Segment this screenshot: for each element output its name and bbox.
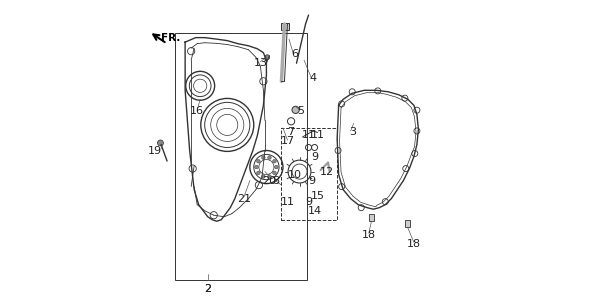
Text: 18: 18 bbox=[362, 230, 376, 240]
Text: 21: 21 bbox=[237, 194, 251, 204]
Text: FR.: FR. bbox=[161, 33, 181, 43]
Text: 2: 2 bbox=[204, 284, 211, 294]
Text: 13: 13 bbox=[253, 58, 267, 68]
Text: 5: 5 bbox=[297, 106, 304, 116]
Circle shape bbox=[268, 175, 271, 178]
Circle shape bbox=[265, 55, 270, 60]
Text: 15: 15 bbox=[310, 191, 325, 201]
Text: 7: 7 bbox=[287, 127, 294, 138]
Text: 10: 10 bbox=[288, 169, 302, 180]
Text: 19: 19 bbox=[148, 145, 162, 156]
Circle shape bbox=[257, 160, 260, 163]
Bar bbox=[175, 33, 307, 280]
Text: 17: 17 bbox=[280, 136, 294, 147]
Circle shape bbox=[255, 165, 258, 169]
Bar bbox=[405, 220, 410, 227]
Circle shape bbox=[273, 160, 276, 163]
Text: 9: 9 bbox=[311, 151, 318, 162]
Text: 16: 16 bbox=[190, 106, 204, 116]
Bar bbox=[281, 128, 337, 220]
Bar bbox=[281, 23, 289, 30]
Text: 8: 8 bbox=[272, 175, 279, 186]
Circle shape bbox=[261, 156, 265, 160]
Circle shape bbox=[158, 140, 163, 146]
Text: 9: 9 bbox=[305, 197, 312, 207]
Text: 20: 20 bbox=[263, 175, 277, 186]
Circle shape bbox=[292, 106, 299, 113]
Text: 11: 11 bbox=[310, 130, 325, 141]
Circle shape bbox=[274, 165, 278, 169]
Circle shape bbox=[268, 156, 271, 160]
Text: 11: 11 bbox=[301, 130, 316, 141]
Text: 18: 18 bbox=[407, 239, 421, 249]
Bar bbox=[369, 214, 374, 221]
Text: 11: 11 bbox=[280, 197, 294, 207]
Circle shape bbox=[257, 171, 260, 175]
Text: 14: 14 bbox=[307, 206, 322, 216]
Text: 12: 12 bbox=[320, 166, 334, 177]
Circle shape bbox=[261, 175, 265, 178]
Circle shape bbox=[273, 171, 276, 175]
Text: 9: 9 bbox=[308, 175, 315, 186]
Text: 2: 2 bbox=[204, 284, 211, 294]
Text: 6: 6 bbox=[291, 49, 299, 59]
Text: 4: 4 bbox=[310, 73, 317, 83]
Text: 3: 3 bbox=[349, 127, 356, 138]
